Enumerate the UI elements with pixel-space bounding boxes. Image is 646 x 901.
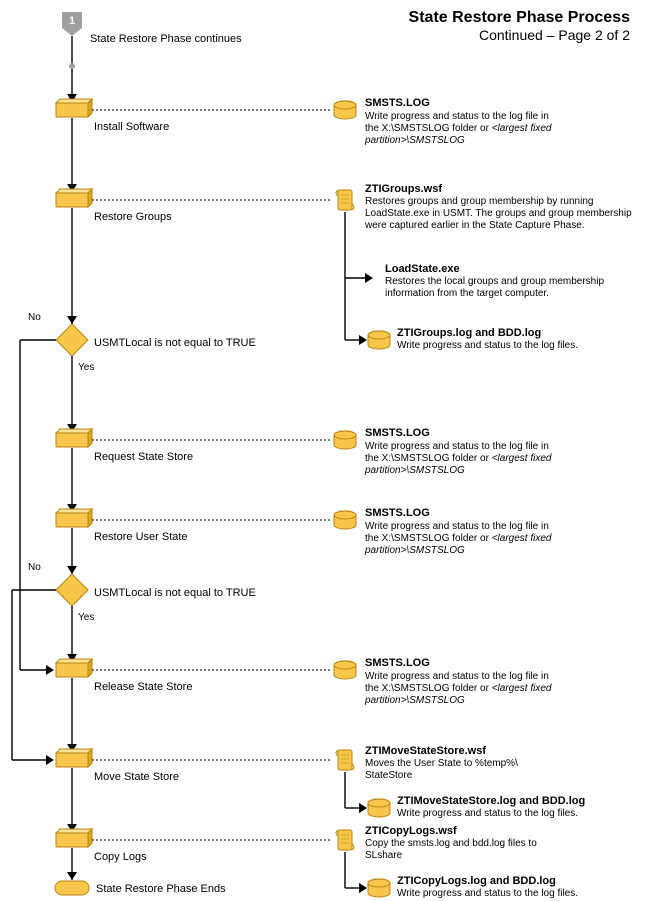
dec1-no: No [28, 312, 41, 323]
decision1-label: USMTLocal is not equal to TRUE [94, 337, 256, 349]
mv-wsf-title: ZTIMoveStateStore.wsf [365, 745, 486, 757]
rg-log-title: ZTIGroups.log and BDD.log [397, 327, 541, 339]
rg-wsf-l3: were captured earlier in the State Captu… [364, 220, 585, 231]
rel-det-title: SMSTS.LOG [365, 657, 430, 669]
rg-wsf-title: ZTIGroups.wsf [365, 183, 442, 195]
step-request-label: Request State Store [94, 451, 193, 463]
step-copy-label: Copy Logs [94, 851, 147, 863]
decision2-label: USMTLocal is not equal to TRUE [94, 587, 256, 599]
step-move-label: Move State Store [94, 771, 179, 783]
rg-wsf-l1: Restores groups and group membership by … [365, 196, 593, 207]
step-restoregroups-label: Restore Groups [94, 211, 172, 223]
dec2-no: No [28, 562, 41, 573]
page-subtitle: Continued – Page 2 of 2 [479, 27, 630, 43]
step-restoreuser-label: Restore User State [94, 531, 188, 543]
page-connector-number: 1 [69, 15, 75, 27]
rel-det-l1: Write progress and status to the log fil… [365, 671, 549, 682]
install-det-title: SMSTS.LOG [365, 97, 430, 109]
ru-det-l2: the X:\SMSTSLOG folder or <largest fixed [365, 533, 552, 544]
rg-log-l1: Write progress and status to the log fil… [397, 340, 578, 351]
rg-wsf-l2: LoadState.exe in USMT. The groups and gr… [365, 208, 632, 219]
loadstate-l2: information from the target computer. [385, 288, 549, 299]
mv-log-l1: Write progress and status to the log fil… [397, 808, 578, 819]
loadstate-title: LoadState.exe [385, 263, 460, 275]
cp-wsf-l1: Copy the smsts.log and bdd.log files to [365, 838, 537, 849]
ru-det-title: SMSTS.LOG [365, 507, 430, 519]
install-det-l2: the X:\SMSTSLOG folder or <largest fixed [365, 123, 552, 134]
req-det-title: SMSTS.LOG [365, 427, 430, 439]
cp-log-l1: Write progress and status to the log fil… [397, 888, 578, 899]
step-release-label: Release State Store [94, 681, 192, 693]
dec1-yes: Yes [78, 362, 94, 373]
mv-wsf-l2: StateStore [365, 770, 413, 781]
install-det-l1: Write progress and status to the log fil… [365, 111, 549, 122]
dec2-yes: Yes [78, 612, 94, 623]
cp-log-title: ZTICopyLogs.log and BDD.log [397, 875, 556, 887]
step-install-label: Install Software [94, 121, 169, 133]
cp-wsf-title: ZTICopyLogs.wsf [365, 825, 457, 837]
rel-det-l3: partition>\SMSTSLOG [364, 695, 465, 706]
ru-det-l1: Write progress and status to the log fil… [365, 521, 549, 532]
install-det-l3: partition>\SMSTSLOG [364, 135, 465, 146]
rel-det-l2: the X:\SMSTSLOG folder or <largest fixed [365, 683, 552, 694]
cp-wsf-l2: SLshare [365, 850, 403, 861]
end-label: State Restore Phase Ends [96, 883, 226, 895]
req-det-l2: the X:\SMSTSLOG folder or <largest fixed [365, 453, 552, 464]
loadstate-l1: Restores the local groups and group memb… [385, 276, 604, 287]
page-title: State Restore Phase Process [409, 9, 631, 26]
req-det-l3: partition>\SMSTSLOG [364, 465, 465, 476]
req-det-l1: Write progress and status to the log fil… [365, 441, 549, 452]
ru-det-l3: partition>\SMSTSLOG [364, 545, 465, 556]
mv-wsf-l1: Moves the User State to %temp%\ [365, 758, 518, 769]
mv-log-title: ZTIMoveStateStore.log and BDD.log [397, 795, 585, 807]
continues-label: State Restore Phase continues [90, 33, 242, 45]
flow-dot [69, 63, 75, 69]
